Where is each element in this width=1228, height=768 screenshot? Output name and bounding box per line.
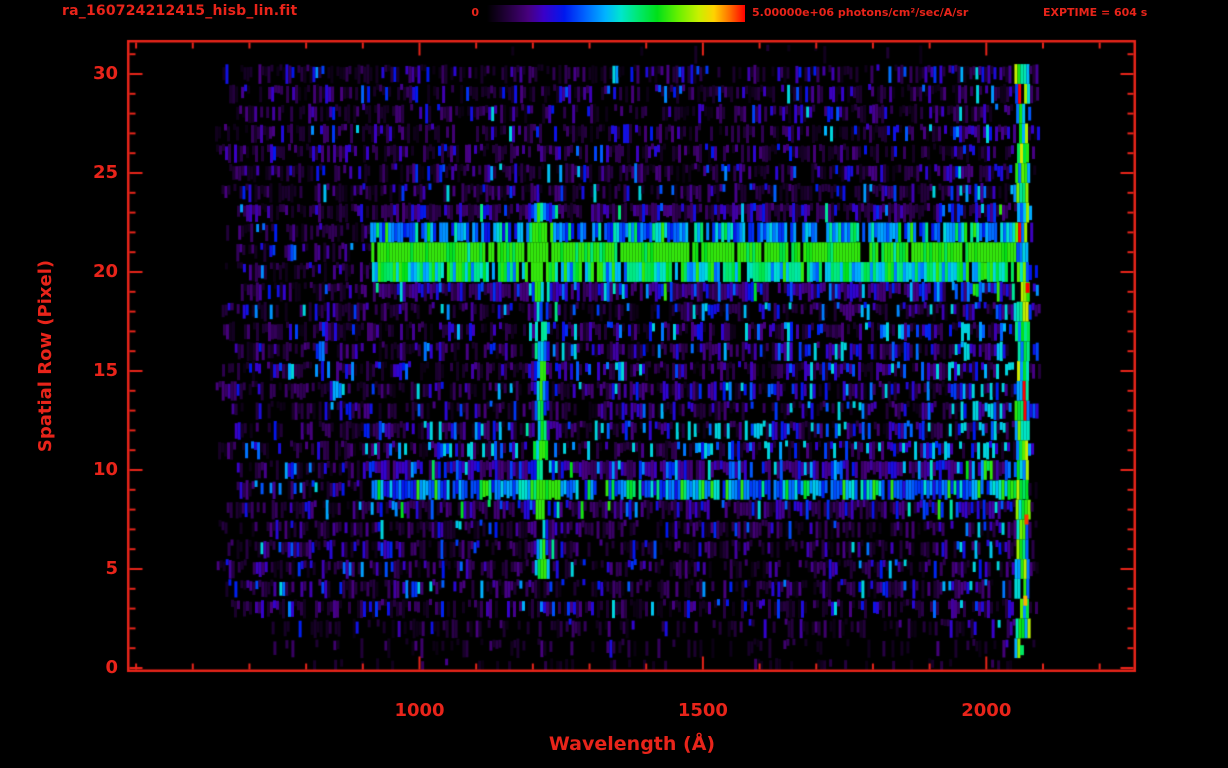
y-tick-label: 15 <box>92 360 118 382</box>
x-tick-label: 1500 <box>677 700 728 721</box>
colorbar-max-label: 5.00000e+06 photons/cm²/sec/A/sr <box>752 6 969 19</box>
y-tick-label: 5 <box>105 558 118 580</box>
exptime-label: EXPTIME = 604 s <box>1043 6 1148 19</box>
x-tick-label: 2000 <box>961 700 1012 721</box>
y-tick-label: 30 <box>92 63 118 85</box>
x-tick-label: 1000 <box>394 700 445 721</box>
y-tick-label: 0 <box>105 657 118 679</box>
y-tick-label: 20 <box>92 261 118 283</box>
y-tick-label: 25 <box>92 162 118 184</box>
colorbar <box>487 5 745 22</box>
y-axis-title: Spatial Row (Pixel) <box>35 259 57 453</box>
colorbar-min-label: 0 <box>471 6 479 19</box>
x-axis-title: Wavelength (Å) <box>548 733 716 755</box>
filename-label: ra_160724212415_hisb_lin.fit <box>62 3 298 19</box>
y-tick-label: 10 <box>92 459 118 481</box>
